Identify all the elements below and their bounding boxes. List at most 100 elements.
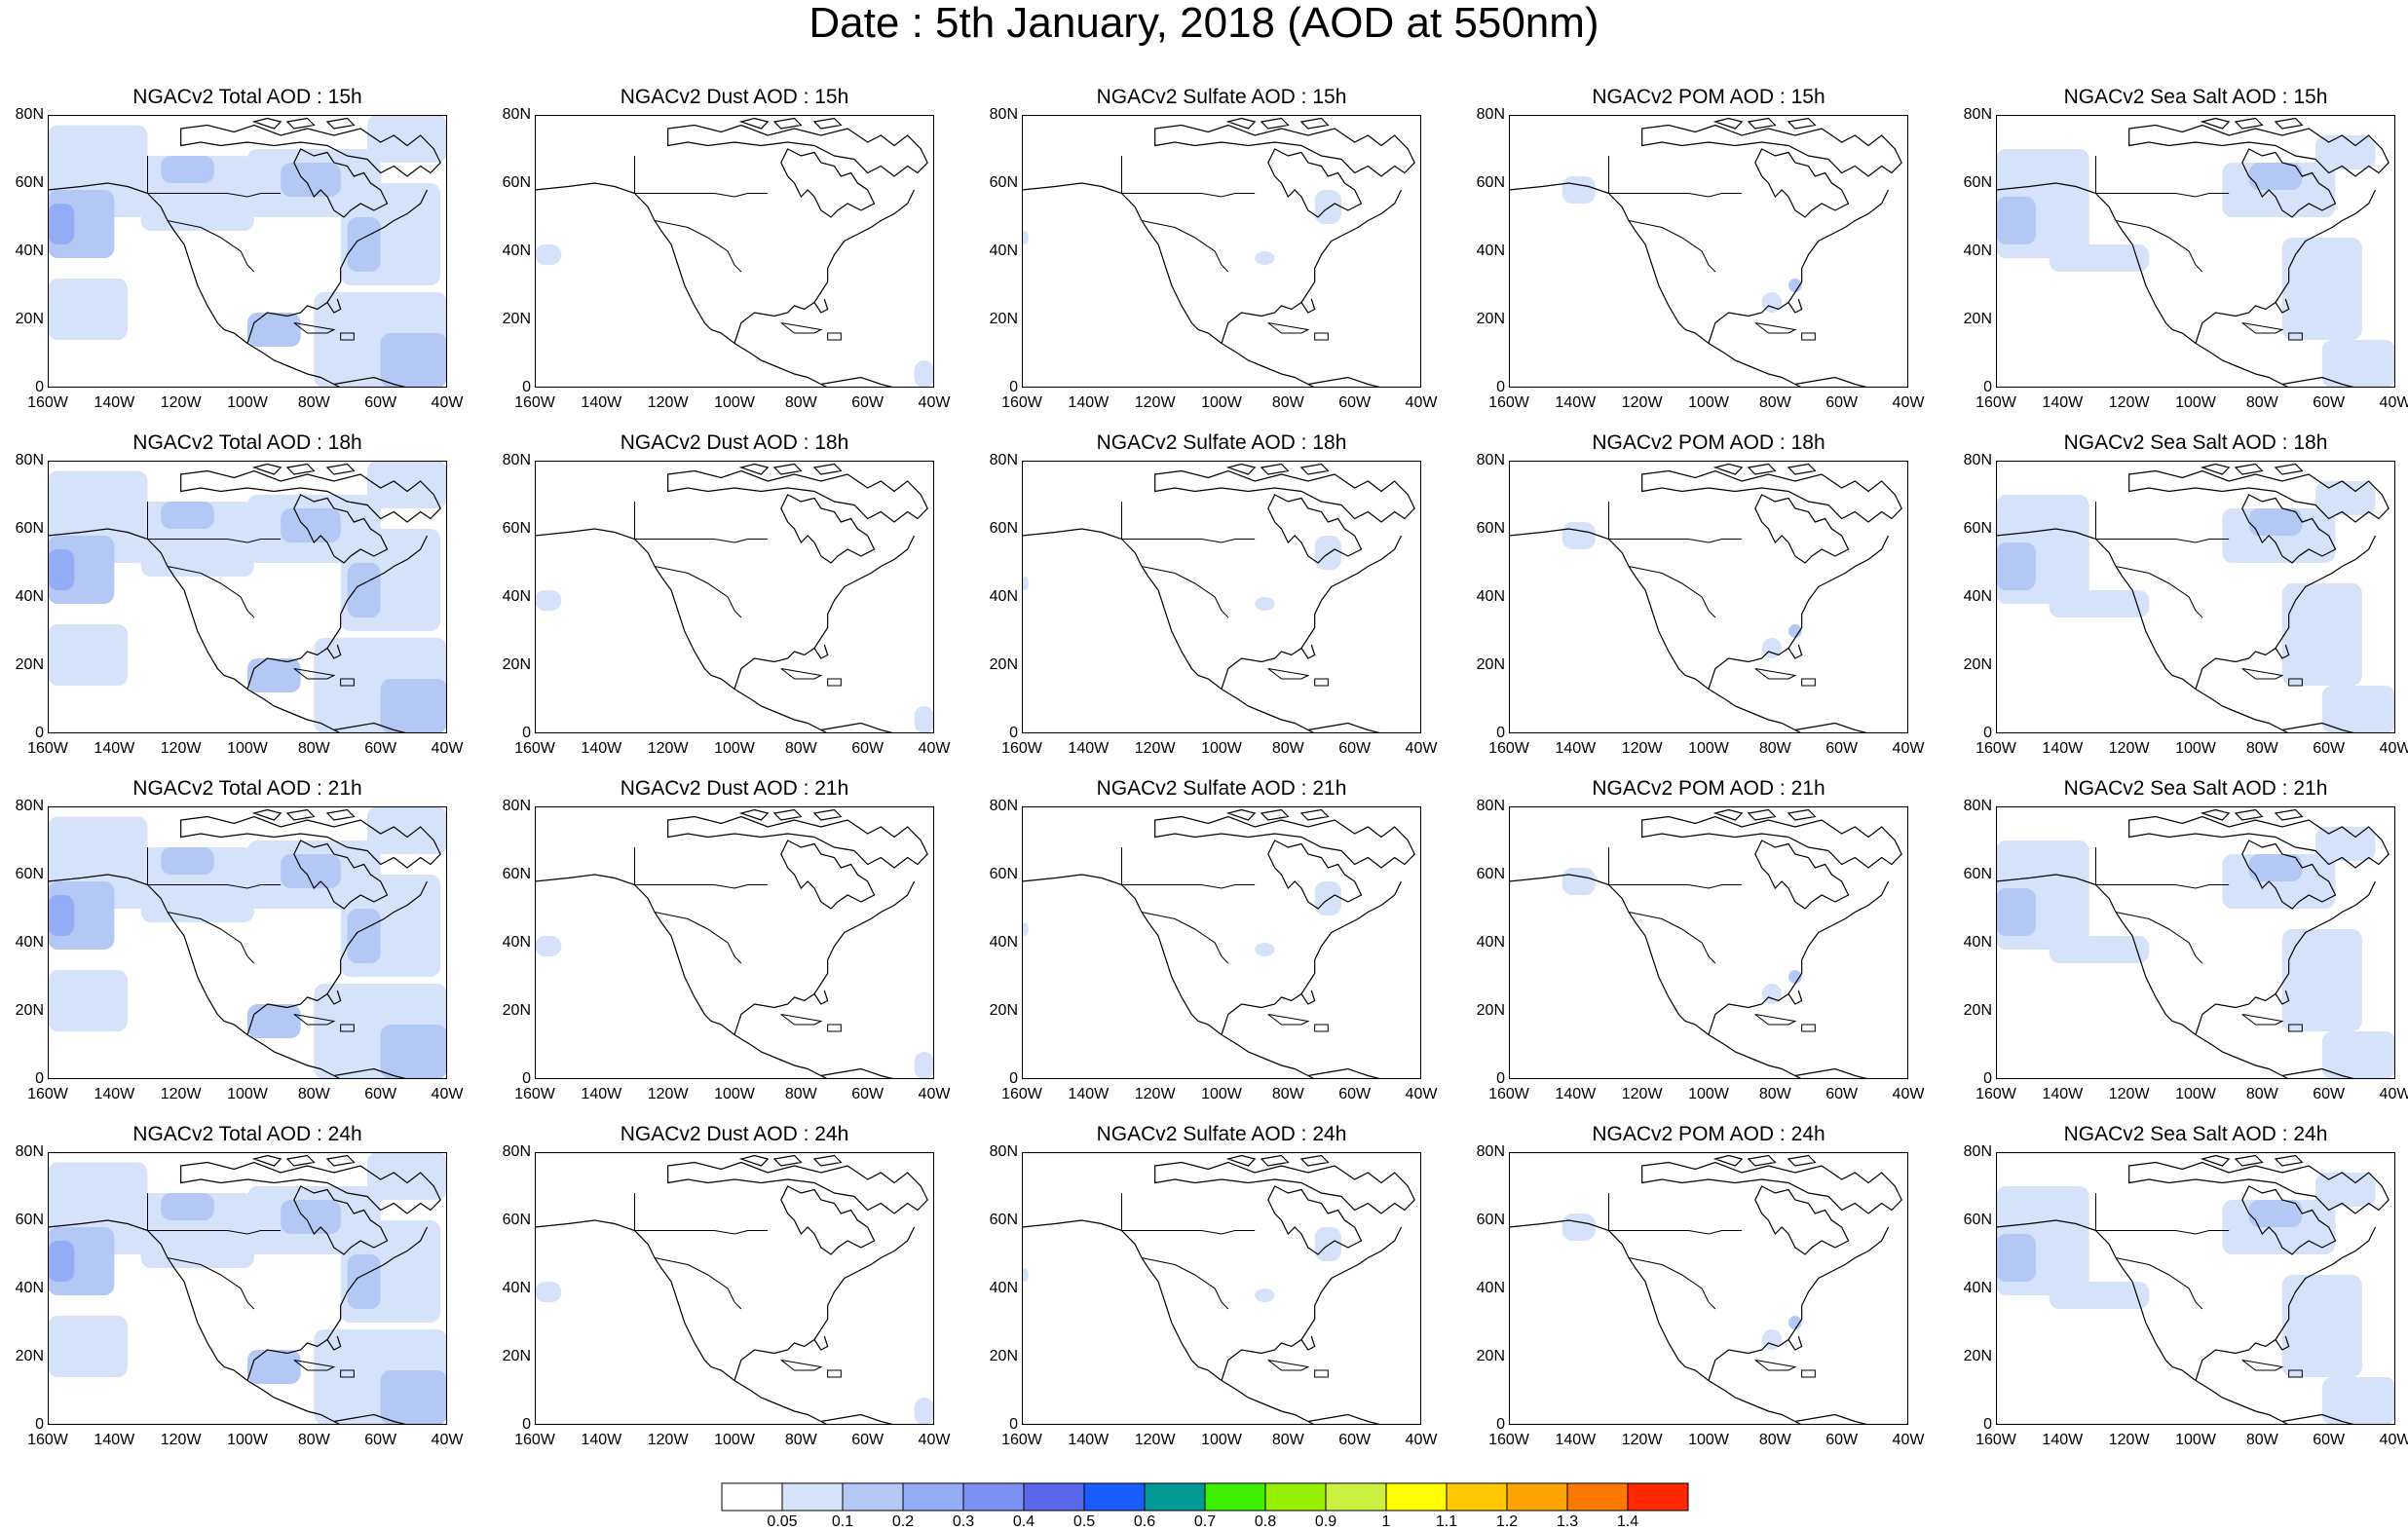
lat-tick-label: 20N (502, 311, 531, 327)
colorbar-swatches (721, 1482, 1689, 1512)
map-panel (48, 461, 447, 733)
lat-tick-label: 60N (15, 866, 44, 882)
map-panel (1022, 461, 1421, 733)
colorbar-swatch (781, 1482, 844, 1512)
aod-shading (535, 244, 562, 265)
lat-tick-label: 40N (1476, 243, 1505, 259)
colorbar-label: 0.9 (1314, 1513, 1337, 1530)
aod-shading (2321, 686, 2395, 733)
lat-tick-label: 20N (989, 1348, 1018, 1364)
lon-tick-label: 140W (2042, 1086, 2084, 1102)
lat-tick-label: 0 (1983, 379, 1992, 395)
lat-tick-label: 20N (1963, 311, 1992, 327)
lon-tick-label: 120W (1621, 740, 1663, 757)
lon-tick-label: 80W (784, 1432, 817, 1448)
lon-tick-label: 60W (851, 1086, 884, 1102)
lat-tick-label: 80N (1476, 798, 1505, 814)
lon-tick-label: 60W (1825, 1432, 1859, 1448)
lon-tick-label: 100W (1688, 1086, 1729, 1102)
lat-tick-label: 20N (15, 656, 44, 673)
lon-tick-label: 80W (1758, 740, 1791, 757)
lon-tick-label: 40W (1892, 394, 1925, 411)
lat-tick-label: 80N (989, 798, 1018, 814)
map-frame (1509, 115, 1908, 388)
lat-tick-label: 80N (502, 452, 531, 468)
aod-shading (2281, 238, 2362, 340)
coastline (1509, 808, 1902, 1079)
aod-shading (48, 895, 75, 936)
lon-tick-label: 120W (160, 1086, 202, 1102)
lat-tick-label: 60N (1476, 174, 1505, 191)
lon-tick-label: 160W (1001, 1086, 1042, 1102)
panel-title: NGACv2 Dust AOD : 18h (620, 431, 849, 454)
lat-tick-label: 40N (15, 243, 44, 259)
lat-tick-label: 0 (1983, 1070, 1992, 1087)
lon-tick-label: 80W (1271, 740, 1304, 757)
aod-shading (281, 854, 341, 888)
lat-tick-label: 60N (15, 520, 44, 537)
colorbar-label: 1 (1381, 1513, 1391, 1530)
coastline (535, 463, 928, 733)
lat-tick-label: 0 (1983, 725, 1992, 741)
lat-tick-label: 60N (502, 866, 531, 882)
lat-tick-label: 40N (15, 934, 44, 951)
lat-tick-label: 60N (502, 174, 531, 191)
colorbar-swatch (1023, 1482, 1085, 1512)
lon-tick-label: 40W (1892, 1086, 1925, 1102)
lat-tick-label: 80N (989, 1143, 1018, 1160)
lon-tick-label: 40W (918, 740, 951, 757)
coastline (1022, 117, 1415, 388)
map-panel (1509, 461, 1908, 733)
aod-shading (367, 461, 447, 508)
colorbar-label: 0.5 (1072, 1513, 1096, 1530)
lon-tick-label: 80W (784, 740, 817, 757)
aod-shading (914, 1052, 934, 1079)
lat-tick-label: 0 (522, 1416, 531, 1433)
panel-title: NGACv2 Sulfate AOD : 21h (1096, 777, 1347, 800)
lon-tick-label: 160W (1975, 740, 2016, 757)
aod-shading (1314, 1227, 1341, 1261)
lon-tick-label: 80W (1271, 394, 1304, 411)
lat-tick-label: 0 (1009, 379, 1018, 395)
colorbar-swatch (1264, 1482, 1327, 1512)
lat-tick-label: 40N (989, 934, 1018, 951)
lat-tick-label: 0 (35, 725, 44, 741)
colorbar-label: 0.4 (1012, 1513, 1035, 1530)
lat-tick-label: 40N (989, 1280, 1018, 1296)
lon-tick-label: 40W (918, 1086, 951, 1102)
lat-tick-label: 0 (522, 1070, 531, 1087)
lat-tick-label: 0 (35, 379, 44, 395)
lat-tick-label: 0 (522, 725, 531, 741)
colorbar-label: 1.3 (1556, 1513, 1579, 1530)
lon-tick-label: 100W (2175, 1086, 2216, 1102)
map-panel (48, 806, 447, 1079)
aod-shading (2315, 1173, 2376, 1207)
aod-shading (48, 279, 128, 340)
lon-tick-label: 80W (2245, 1086, 2278, 1102)
lon-tick-label: 140W (581, 740, 622, 757)
lon-tick-label: 140W (94, 1086, 135, 1102)
aod-shading (1996, 1234, 2036, 1282)
map-panel (535, 115, 934, 388)
lon-tick-label: 100W (227, 394, 268, 411)
lat-tick-label: 80N (502, 1143, 531, 1160)
colorbar-swatch (1385, 1482, 1448, 1512)
lon-tick-label: 140W (581, 394, 622, 411)
panel-title: NGACv2 Sulfate AOD : 24h (1096, 1123, 1347, 1145)
aod-shading (2248, 854, 2303, 881)
aod-shading (2321, 1031, 2395, 1079)
lat-tick-label: 80N (989, 106, 1018, 123)
panel-title: NGACv2 Total AOD : 15h (132, 86, 362, 108)
colorbar-label: 0.8 (1254, 1513, 1277, 1530)
aod-shading (535, 590, 562, 611)
aod-shading (247, 313, 301, 347)
lon-tick-label: 60W (2313, 1432, 2346, 1448)
lat-tick-label: 60N (502, 520, 531, 537)
aod-shading (2315, 827, 2376, 861)
aod-shading (1255, 1288, 1275, 1302)
lat-tick-label: 80N (1963, 798, 1992, 814)
lat-tick-label: 40N (1476, 1280, 1505, 1296)
lon-tick-label: 140W (94, 740, 135, 757)
lon-tick-label: 140W (581, 1086, 622, 1102)
colorbar-swatch (1566, 1482, 1629, 1512)
